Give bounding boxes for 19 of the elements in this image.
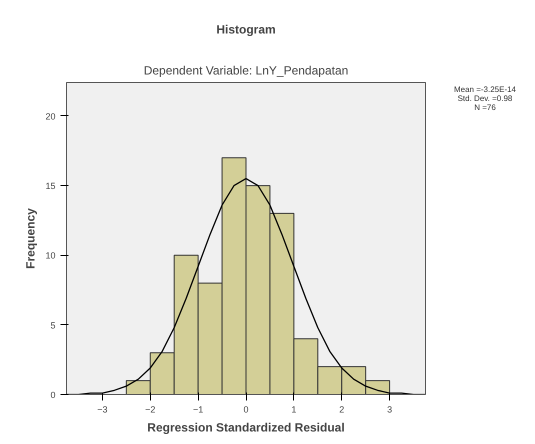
x-tick-label: −3 xyxy=(97,404,108,414)
y-axis-title: Frequency xyxy=(23,208,38,269)
y-tick-label: 20 xyxy=(45,111,56,122)
x-tick-label: 1 xyxy=(291,404,296,414)
chart-title: Histogram xyxy=(216,22,276,36)
chart-subtitle: Dependent Variable: LnY_Pendapatan xyxy=(144,64,348,78)
text: N =76 xyxy=(473,103,497,112)
y-tick-label: 10 xyxy=(45,250,56,261)
y-tick-label: 0 xyxy=(50,390,56,400)
text: Mean =-3.25E-14 xyxy=(454,85,516,94)
x-tick-label: −2 xyxy=(145,404,156,414)
x-tick-label: 2 xyxy=(339,404,344,414)
x-tick-label: −1 xyxy=(193,404,204,414)
x-tick-label: 0 xyxy=(243,404,249,414)
y-tick-label: 5 xyxy=(50,320,56,330)
y-tick-label: 15 xyxy=(45,181,56,192)
text: Std. Dev. =0.98 xyxy=(456,94,514,103)
x-axis-title: Regression Standardized Residual xyxy=(147,420,345,434)
x-tick-label: 3 xyxy=(387,404,392,414)
